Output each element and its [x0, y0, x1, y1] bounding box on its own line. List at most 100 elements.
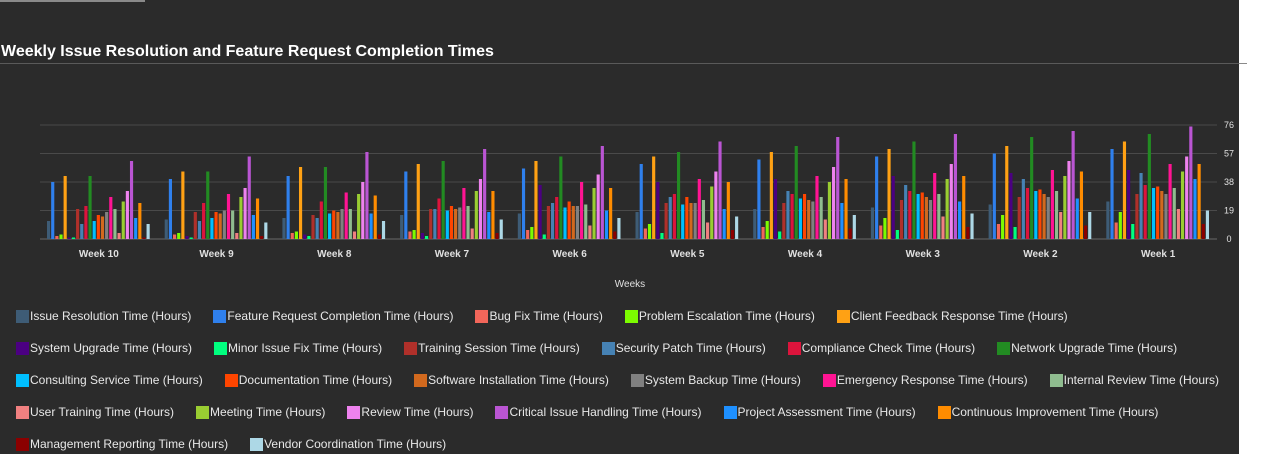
legend-label: Training Session Time (Hours) — [418, 341, 580, 355]
legend-item[interactable]: Client Feedback Response Time (Hours) — [836, 300, 1068, 332]
bar — [879, 225, 883, 239]
bar — [534, 161, 538, 239]
legend-item[interactable]: Critical Issue Handling Time (Hours) — [495, 396, 702, 428]
legend-item[interactable]: Compliance Check Time (Hours) — [787, 332, 975, 364]
legend-item[interactable]: Issue Resolution Time (Hours) — [16, 300, 191, 332]
bar — [904, 185, 908, 239]
bar — [769, 152, 773, 239]
legend-item[interactable]: Consulting Service Time (Hours) — [16, 364, 203, 396]
bar — [689, 203, 693, 239]
bar — [1009, 173, 1013, 239]
legend-label: Internal Review Time (Hours) — [1063, 373, 1220, 387]
bar — [588, 225, 592, 239]
bar — [580, 182, 584, 239]
bar — [613, 231, 617, 239]
legend-item[interactable]: Bug Fix Time (Hours) — [475, 300, 603, 332]
bar — [664, 203, 668, 239]
legend-item[interactable]: System Backup Time (Hours) — [630, 364, 801, 396]
bar — [474, 191, 478, 239]
y-tick-label: 57 — [1224, 149, 1234, 159]
bar — [1118, 212, 1122, 239]
legend-label: Client Feedback Response Time (Hours) — [850, 309, 1068, 323]
bar — [899, 200, 904, 239]
bar — [433, 209, 437, 239]
legend-swatch — [836, 309, 850, 323]
legend-item[interactable]: Emergency Response Time (Hours) — [822, 364, 1028, 396]
legend-swatch — [997, 341, 1011, 355]
bar — [571, 206, 575, 239]
bar — [1050, 170, 1054, 239]
bar — [189, 237, 193, 239]
legend-item[interactable]: User Training Time (Hours) — [16, 396, 174, 428]
bar — [63, 176, 67, 239]
bar — [697, 179, 701, 239]
bar — [311, 215, 315, 239]
bar — [361, 182, 365, 239]
legend-label: Meeting Time (Hours) — [210, 405, 326, 419]
legend-item[interactable]: Problem Escalation Time (Hours) — [624, 300, 815, 332]
legend-item[interactable]: Software Installation Time (Hours) — [414, 364, 609, 396]
legend-swatch — [16, 309, 29, 323]
bar — [681, 204, 685, 239]
bar — [96, 215, 100, 239]
legend-label: Management Reporting Time (Hours) — [30, 437, 229, 451]
bar — [424, 236, 429, 239]
bar — [1151, 188, 1156, 239]
x-tick-label: Week 3 — [906, 249, 941, 260]
legend-item[interactable]: Meeting Time (Hours) — [196, 396, 325, 428]
bar — [953, 134, 958, 239]
bar — [567, 201, 571, 239]
bar — [672, 194, 676, 239]
bar — [660, 233, 664, 239]
legend-item[interactable]: Vendor Coordination Time (Hours) — [250, 428, 446, 460]
bar — [848, 228, 852, 239]
legend-item[interactable]: Minor Issue Fix Time (Hours) — [214, 332, 382, 364]
bar — [420, 233, 424, 239]
bar — [1063, 176, 1067, 239]
bar — [1143, 185, 1147, 239]
bar — [937, 194, 941, 239]
bar — [1110, 149, 1114, 239]
legend-label: Review Time (Hours) — [361, 405, 474, 419]
legend-item[interactable]: Security Patch Time (Hours) — [601, 332, 766, 364]
bar — [352, 231, 357, 239]
bar — [1071, 131, 1075, 239]
bar — [71, 237, 76, 239]
legend-item[interactable]: Training Session Time (Hours) — [404, 332, 580, 364]
bar — [348, 209, 352, 239]
bar — [328, 213, 332, 239]
bar — [685, 197, 689, 239]
legend-item[interactable]: Feature Request Completion Time (Hours) — [213, 300, 453, 332]
legend-swatch — [404, 341, 418, 355]
bar — [765, 221, 769, 239]
bar — [202, 203, 206, 239]
bar — [668, 197, 672, 239]
legend-item[interactable]: Network Upgrade Time (Hours) — [997, 332, 1177, 364]
legend-swatch — [723, 405, 737, 419]
bar — [790, 194, 794, 239]
bar — [247, 156, 251, 239]
legend-item[interactable]: Management Reporting Time (Hours) — [16, 428, 228, 460]
legend-item[interactable]: Internal Review Time (Hours) — [1049, 364, 1220, 396]
bar — [1084, 225, 1088, 239]
chart-legend: Issue Resolution Time (Hours) Feature Req… — [16, 300, 1246, 460]
bar — [255, 198, 260, 239]
bar — [1114, 222, 1118, 239]
bar — [164, 219, 168, 239]
bar — [1005, 146, 1009, 239]
bar — [1001, 215, 1005, 239]
legend-item[interactable]: System Upgrade Time (Hours) — [16, 332, 192, 364]
legend-item[interactable]: Project Assessment Time (Hours) — [723, 396, 916, 428]
bar — [458, 207, 462, 239]
legend-item[interactable]: Review Time (Hours) — [347, 396, 473, 428]
title-divider-tick — [1239, 63, 1247, 64]
legend-item[interactable]: Continuous Improvement Time (Hours) — [937, 396, 1158, 428]
bar — [441, 161, 445, 239]
y-tick-label: 0 — [1226, 234, 1231, 244]
x-axis-label: Weeks — [615, 279, 645, 290]
bar — [966, 227, 970, 239]
legend-swatch — [1049, 373, 1063, 387]
legend-item[interactable]: Documentation Time (Hours) — [224, 364, 392, 396]
bar — [714, 171, 718, 239]
bar — [1139, 173, 1143, 239]
